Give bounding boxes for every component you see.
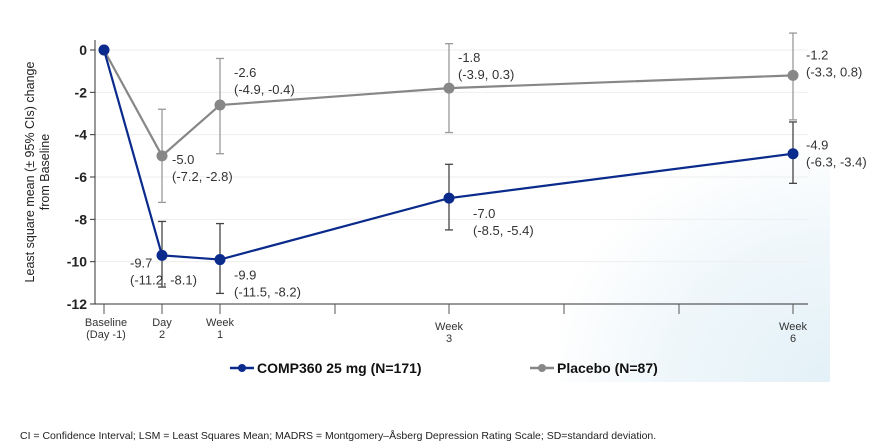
data-label: -4.9 — [806, 138, 828, 153]
data-label: -1.8 — [458, 50, 480, 65]
data-label-ci: (-11.2, -8.1) — [130, 272, 197, 287]
y-axis-label: Least square mean (± 95% CIs) changefrom… — [23, 62, 52, 283]
legend-marker — [538, 364, 546, 372]
data-label-ci: (-6.3, -3.4) — [806, 155, 867, 170]
data-point — [156, 150, 168, 162]
x-tick-label: Week — [435, 321, 463, 333]
background-gradient — [560, 150, 830, 382]
data-label-ci: (-3.9, 0.3) — [458, 67, 514, 82]
footnote: CI = Confidence Interval; LSM = Least Sq… — [20, 430, 657, 442]
y-tick-label: 0 — [79, 42, 87, 58]
x-tick-label: 6 — [790, 333, 796, 345]
data-point — [156, 249, 168, 261]
y-tick-label: -10 — [67, 254, 87, 270]
data-point — [98, 44, 110, 56]
data-label-ci: (-8.5, -5.4) — [473, 223, 534, 238]
y-tick-label: -4 — [75, 127, 88, 143]
x-tick-label: Week — [206, 317, 234, 329]
data-label: -9.7 — [130, 255, 152, 270]
x-tick-label: Day — [152, 317, 172, 329]
x-tick-label: (Day -1) — [86, 329, 126, 341]
data-point — [214, 99, 226, 111]
data-label: -9.9 — [234, 268, 256, 283]
data-label-ci: (-11.5, -8.2) — [234, 285, 301, 300]
y-tick-label: -2 — [75, 84, 88, 100]
x-tick-label: Baseline — [85, 317, 127, 329]
x-tick-label: Week — [779, 321, 807, 333]
legend-marker — [238, 364, 246, 372]
data-point — [787, 69, 799, 81]
y-tick-label: -8 — [75, 211, 88, 227]
legend-label: Placebo (N=87) — [557, 360, 658, 376]
data-label: -1.2 — [806, 47, 828, 62]
x-tick-label: 1 — [217, 329, 223, 341]
data-point — [214, 254, 226, 266]
data-label-ci: (-4.9, -0.4) — [234, 82, 295, 97]
y-tick-label: -6 — [75, 169, 88, 185]
data-point — [443, 192, 455, 204]
data-point — [787, 148, 799, 160]
data-label-ci: (-7.2, -2.8) — [172, 169, 233, 184]
legend-label: COMP360 25 mg (N=171) — [257, 360, 422, 376]
data-label: -5.0 — [172, 152, 194, 167]
y-tick-label: -12 — [67, 296, 87, 312]
x-tick-label: 2 — [159, 329, 165, 341]
x-tick-label: 3 — [446, 333, 452, 345]
data-point — [443, 82, 455, 94]
data-label: -2.6 — [234, 65, 256, 80]
data-label-ci: (-3.3, 0.8) — [806, 64, 862, 79]
data-label: -7.0 — [473, 206, 495, 221]
